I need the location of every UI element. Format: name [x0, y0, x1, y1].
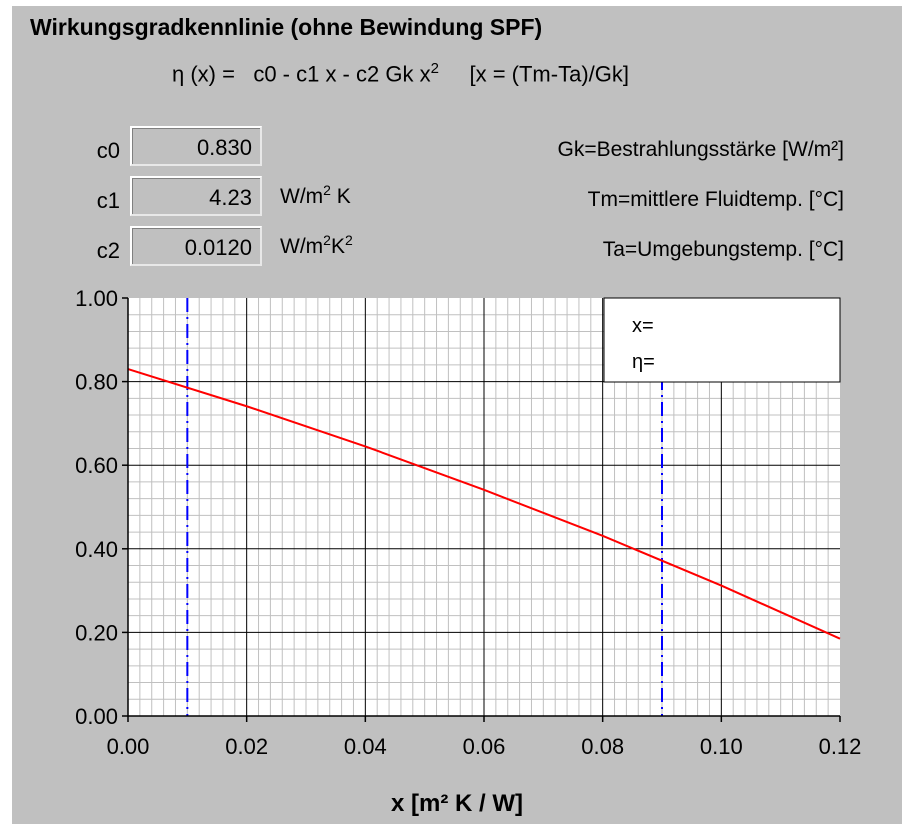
- coef-unit-c2-sup2: 2: [344, 232, 353, 248]
- formula-expression: c0 - c1 x - c2 Gk x: [253, 61, 431, 87]
- x-tick-label: 0.02: [225, 734, 268, 759]
- x-tick-label: 0.10: [700, 734, 743, 759]
- coef-input-c1[interactable]: 4.23: [130, 176, 262, 216]
- efficiency-formula: η (x) = c0 - c1 x - c2 Gk x2 [x = (Tm-Ta…: [172, 60, 629, 87]
- coef-unit-c1-base: W/m: [280, 185, 324, 208]
- y-tick-label: 0.20: [75, 620, 118, 645]
- y-tick-label: 0.60: [75, 453, 118, 478]
- coef-input-c0[interactable]: 0.830: [130, 126, 262, 166]
- readout-box: [603, 297, 841, 383]
- efficiency-panel: Wirkungsgradkennlinie (ohne Bewindung SP…: [12, 6, 902, 824]
- y-tick-label: 0.80: [75, 370, 118, 395]
- x-tick-label: 0.08: [581, 734, 624, 759]
- coef-unit-c1-sup: 2: [323, 182, 331, 198]
- x-tick-label: 0.04: [344, 734, 387, 759]
- y-tick-label: 1.00: [75, 286, 118, 311]
- legend-ta: Ta=Umgebungstemp. [°C]: [602, 238, 844, 261]
- coef-unit-c1-tail: K: [330, 185, 351, 208]
- coef-unit-c2-tail: K: [330, 235, 345, 258]
- chart-title: Wirkungsgradkennlinie (ohne Bewindung SP…: [30, 14, 543, 40]
- readout-x-label: x=: [632, 315, 654, 337]
- formula-lhs: η (x) =: [172, 61, 235, 87]
- x-tick-label: 0.00: [107, 734, 150, 759]
- x-axis-label-wrap: x [m² K / W]: [12, 790, 902, 818]
- coef-input-c2[interactable]: 0.0120: [130, 226, 262, 266]
- x-tick-label: 0.06: [463, 734, 506, 759]
- coef-unit-c2-base: W/m: [280, 235, 324, 258]
- formula-definition: [x = (Tm-Ta)/Gk]: [469, 61, 629, 87]
- coef-unit-c2-sup: 2: [323, 232, 331, 248]
- y-tick-label: 0.40: [75, 537, 118, 562]
- coef-unit-c1: W/m2 K: [280, 182, 351, 209]
- legend-gk: Gk=Bestrahlungsstärke [W/m²]: [557, 138, 844, 161]
- legend-tm: Tm=mittlere Fluidtemp. [°C]: [587, 188, 844, 211]
- coef-label-c2: c2: [96, 238, 120, 263]
- coef-label-c1: c1: [96, 188, 120, 213]
- formula-exponent: 2: [430, 60, 439, 77]
- x-axis-label: x [m² K / W]: [391, 790, 523, 817]
- readout-eta-label: η=: [632, 351, 655, 373]
- coef-label-c0: c0: [96, 138, 120, 163]
- efficiency-chart: x= η= 0.00 0.20 0.40 0.60 0.80 1.00 0.00 0.02 0.04…: [75, 286, 862, 759]
- x-tick-label: 0.12: [819, 734, 862, 759]
- coef-unit-c2: W/m2K2: [280, 232, 353, 259]
- y-tick-label: 0.00: [75, 704, 118, 729]
